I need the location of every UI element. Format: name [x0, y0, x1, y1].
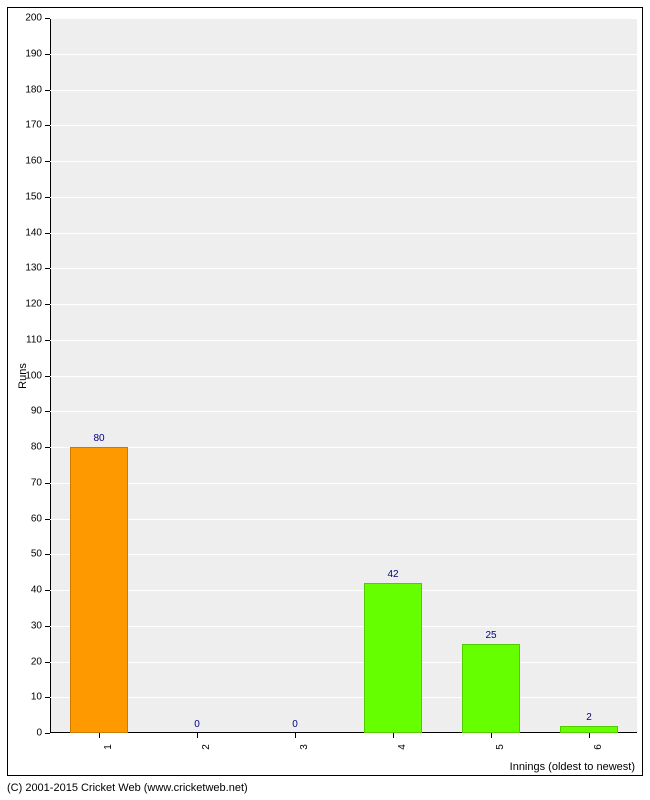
y-tick — [45, 447, 50, 448]
y-tick — [45, 662, 50, 663]
gridline — [50, 54, 637, 55]
x-tick-label: 5 — [495, 744, 506, 750]
y-tick — [45, 197, 50, 198]
x-tick-label: 2 — [201, 744, 212, 750]
y-tick — [45, 519, 50, 520]
x-tick-label: 3 — [299, 744, 310, 750]
y-tick — [45, 54, 50, 55]
x-tick-label: 6 — [593, 744, 604, 750]
bar-value-label: 42 — [387, 569, 398, 580]
x-tick — [197, 733, 198, 738]
y-tick-label: 0 — [12, 728, 42, 739]
y-tick — [45, 304, 50, 305]
gridline — [50, 554, 637, 555]
y-tick — [45, 626, 50, 627]
x-tick — [491, 733, 492, 738]
y-tick-label: 120 — [12, 299, 42, 310]
y-tick — [45, 161, 50, 162]
y-tick-label: 80 — [12, 442, 42, 453]
gridline — [50, 268, 637, 269]
gridline — [50, 90, 637, 91]
gridline — [50, 161, 637, 162]
gridline — [50, 233, 637, 234]
y-tick-label: 40 — [12, 585, 42, 596]
y-tick — [45, 340, 50, 341]
x-axis-line — [50, 732, 637, 733]
y-tick — [45, 90, 50, 91]
gridline — [50, 411, 637, 412]
gridline — [50, 304, 637, 305]
gridline — [50, 125, 637, 126]
bar-value-label: 25 — [485, 630, 496, 641]
gridline — [50, 376, 637, 377]
y-tick-label: 160 — [12, 156, 42, 167]
y-tick-label: 10 — [12, 692, 42, 703]
y-tick-label: 180 — [12, 84, 42, 95]
x-tick — [99, 733, 100, 738]
gridline — [50, 590, 637, 591]
gridline — [50, 626, 637, 627]
gridline — [50, 519, 637, 520]
y-tick — [45, 411, 50, 412]
y-tick-label: 50 — [12, 549, 42, 560]
y-tick — [45, 483, 50, 484]
x-axis-title: Innings (oldest to newest) — [510, 761, 635, 773]
y-tick — [45, 233, 50, 234]
y-tick-label: 110 — [12, 334, 42, 345]
y-tick-label: 100 — [12, 370, 42, 381]
y-tick-label: 190 — [12, 48, 42, 59]
y-tick-label: 90 — [12, 406, 42, 417]
y-tick-label: 30 — [12, 620, 42, 631]
y-tick — [45, 268, 50, 269]
plot-area — [50, 18, 637, 733]
gridline — [50, 697, 637, 698]
x-tick-label: 4 — [397, 744, 408, 750]
y-tick — [45, 733, 50, 734]
y-tick — [45, 590, 50, 591]
y-tick-label: 130 — [12, 263, 42, 274]
x-tick-label: 1 — [103, 744, 114, 750]
bar — [70, 447, 128, 733]
gridline — [50, 447, 637, 448]
gridline — [50, 483, 637, 484]
y-tick-label: 70 — [12, 477, 42, 488]
y-tick-label: 150 — [12, 191, 42, 202]
y-tick-label: 140 — [12, 227, 42, 238]
x-tick — [589, 733, 590, 738]
y-tick — [45, 554, 50, 555]
bar — [364, 583, 422, 733]
copyright-text: (C) 2001-2015 Cricket Web (www.cricketwe… — [7, 782, 248, 794]
y-tick — [45, 697, 50, 698]
bar-value-label: 0 — [194, 719, 200, 730]
gridline — [50, 18, 637, 19]
x-tick — [295, 733, 296, 738]
gridline — [50, 197, 637, 198]
y-tick — [45, 18, 50, 19]
y-tick-label: 200 — [12, 13, 42, 24]
x-tick — [393, 733, 394, 738]
y-tick — [45, 125, 50, 126]
y-tick-label: 60 — [12, 513, 42, 524]
bar-value-label: 2 — [586, 712, 592, 723]
y-tick — [45, 376, 50, 377]
gridline — [50, 662, 637, 663]
bar-value-label: 0 — [292, 719, 298, 730]
bar — [462, 644, 520, 733]
bar — [560, 726, 618, 733]
bar-value-label: 80 — [93, 433, 104, 444]
y-tick-label: 170 — [12, 120, 42, 131]
y-tick-label: 20 — [12, 656, 42, 667]
gridline — [50, 340, 637, 341]
chart-container: Runs Innings (oldest to newest) (C) 2001… — [0, 0, 650, 800]
